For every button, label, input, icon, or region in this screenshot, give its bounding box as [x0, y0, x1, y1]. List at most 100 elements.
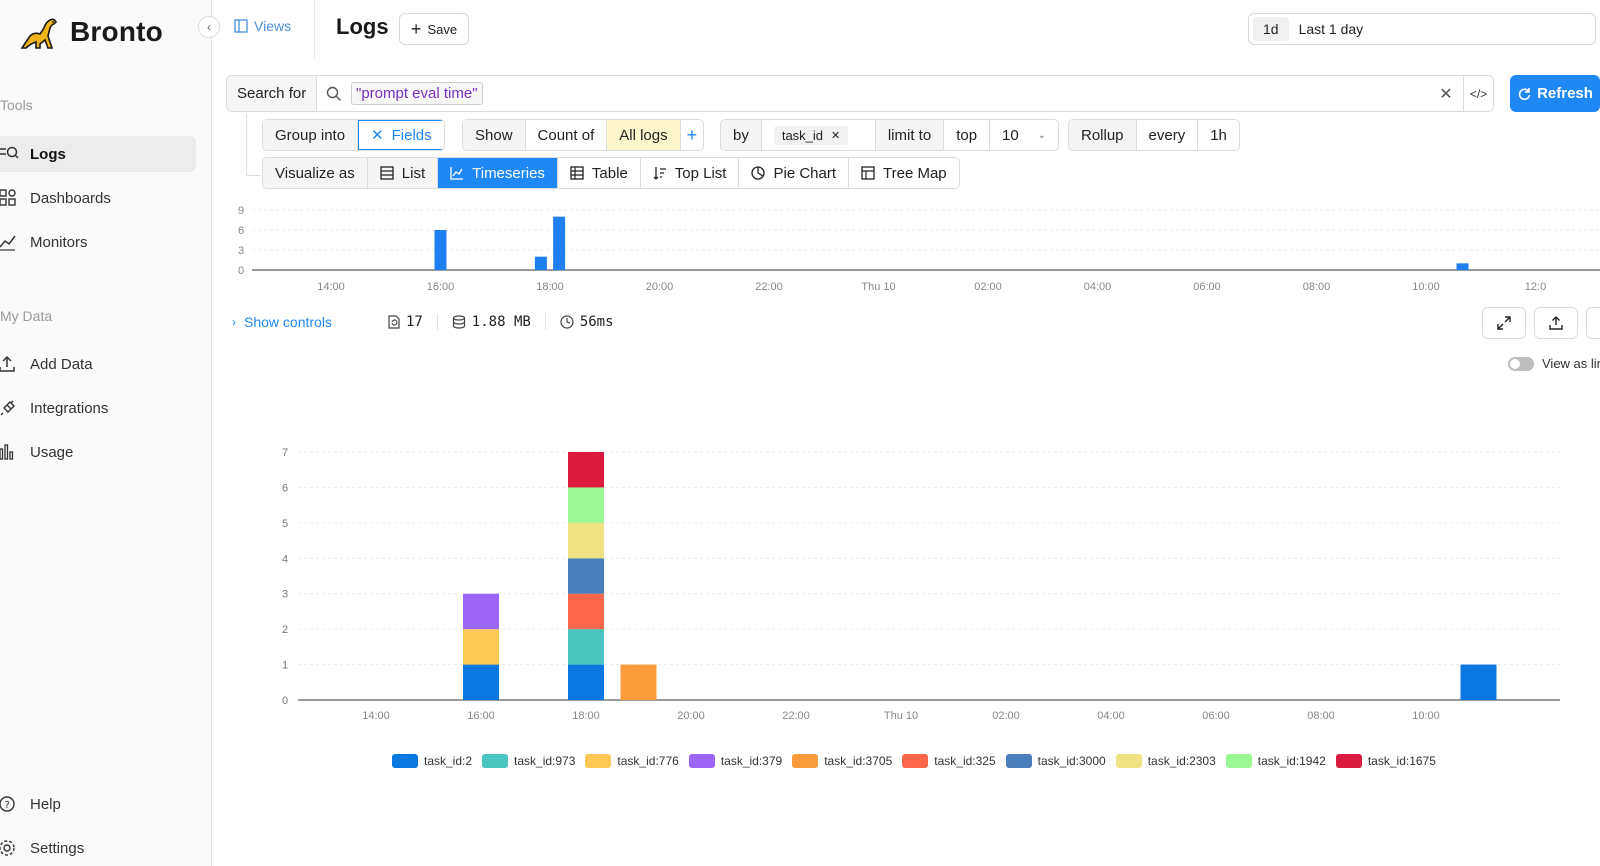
search-input[interactable]: "prompt eval time" [351, 82, 1429, 105]
search-bar: Search for "prompt eval time" ✕ </> [226, 75, 1494, 112]
show-controls-link[interactable]: › Show controls [232, 314, 372, 330]
legend-label: task_id:1675 [1367, 754, 1436, 768]
more-button[interactable] [1586, 307, 1600, 339]
overview-bar[interactable] [434, 230, 447, 270]
legend-item[interactable]: task_id:2303 [1115, 754, 1216, 768]
refresh-icon [1518, 87, 1531, 100]
logo[interactable]: Bronto [20, 14, 163, 50]
main-bar-segment[interactable] [568, 558, 604, 594]
views-label: Views [254, 18, 292, 34]
viz-table-button[interactable]: Table [558, 158, 641, 188]
sidebar-item-monitors[interactable]: Monitors [0, 224, 196, 260]
legend-item[interactable]: task_id:776 [585, 754, 679, 768]
legend-label: task_id:973 [514, 754, 576, 768]
all-logs-select[interactable]: All logs [607, 120, 681, 150]
visualize-as-label: Visualize as [263, 158, 368, 188]
main-y-tick: 7 [282, 447, 288, 459]
fields-label: Fields [391, 126, 432, 144]
visualize-as-control: Visualize as List Timeseries Table Top L… [262, 157, 960, 189]
rollup-value-input[interactable]: 1h [1210, 126, 1227, 144]
legend-label: task_id:1942 [1257, 754, 1326, 768]
legend-item[interactable]: task_id:2 [392, 754, 472, 768]
sidebar-item-settings[interactable]: Settings [0, 830, 196, 866]
view-as-line-toggle[interactable]: View as lin [1508, 356, 1600, 371]
sidebar-item-label: Logs [30, 145, 66, 163]
sidebar-item-integrations[interactable]: Integrations [0, 390, 196, 426]
limit-value-select[interactable]: 10 ⌄ [990, 120, 1058, 150]
legend-label: task_id:776 [617, 754, 679, 768]
overview-bar[interactable] [534, 256, 547, 270]
main-x-tick: 22:00 [782, 710, 810, 720]
legend-item[interactable]: task_id:379 [688, 754, 782, 768]
rollup-label: Rollup [1069, 120, 1137, 150]
main-bar-segment[interactable] [568, 522, 604, 559]
overview-chart: 0 3 6 9 14:00 16:00 18:00 20:00 22:00 Thu 10 02:00… [238, 205, 1600, 293]
add-metric-button[interactable]: + [686, 124, 698, 145]
show-control: Show Count of All logs + [462, 119, 705, 151]
sidebar-item-dashboards[interactable]: Dashboards [0, 180, 196, 216]
viz-pie-chart-button[interactable]: Pie Chart [739, 158, 850, 188]
legend-item[interactable]: task_id:3000 [1005, 754, 1106, 768]
main-bar-segment[interactable] [620, 664, 657, 700]
settings-icon [0, 839, 30, 857]
sidebar-item-add-data[interactable]: Add Data [0, 346, 196, 382]
clear-search-button[interactable]: ✕ [1429, 84, 1463, 104]
legend-item[interactable]: task_id:3705 [792, 754, 892, 768]
legend-item[interactable]: task_id:325 [902, 754, 996, 768]
stats-row: › Show controls 17 1.88 MB 56ms [232, 314, 628, 330]
viz-timeseries-button[interactable]: Timeseries [438, 158, 558, 188]
main-y-tick: 3 [282, 589, 288, 601]
limit-value: 10 [1002, 126, 1019, 144]
code-view-button[interactable]: </> [1463, 76, 1493, 111]
viz-tree-map-button[interactable]: Tree Map [849, 158, 959, 188]
overview-x-tick: 16:00 [427, 281, 455, 293]
refresh-button[interactable]: Refresh [1510, 75, 1600, 112]
time-range-picker[interactable]: 1d Last 1 day [1248, 13, 1596, 45]
expand-button[interactable] [1482, 307, 1526, 339]
limit-to-label: limit to [875, 120, 945, 150]
fields-button[interactable]: ✕ Fields [358, 120, 444, 150]
main-bar-segment[interactable] [568, 593, 604, 630]
views-link[interactable]: Views [234, 18, 291, 34]
table-icon [570, 166, 584, 180]
close-icon: ✕ [1439, 85, 1453, 103]
main-bar-segment[interactable] [463, 664, 499, 700]
main-bar-segment[interactable] [463, 593, 499, 630]
overview-bar[interactable] [553, 216, 566, 270]
sidebar-item-usage[interactable]: Usage [0, 434, 196, 470]
main-bar-segment[interactable] [463, 629, 499, 665]
export-button[interactable] [1534, 307, 1578, 339]
sidebar-item-label: Add Data [30, 355, 93, 373]
legend-item[interactable]: task_id:1675 [1335, 754, 1436, 768]
collapse-sidebar-button[interactable]: ‹ [198, 16, 220, 38]
header-divider [314, 0, 315, 58]
main-bar-segment[interactable] [1460, 664, 1497, 700]
task-id-chip[interactable]: task_id ✕ [773, 125, 849, 145]
legend-item[interactable]: task_id:1942 [1225, 754, 1326, 768]
remove-chip-icon[interactable]: ✕ [831, 129, 841, 142]
overview-bar[interactable] [1456, 263, 1469, 270]
main-bar-segment[interactable] [568, 629, 604, 665]
viz-top-list-button[interactable]: Top List [641, 158, 740, 188]
save-button[interactable]: + Save [399, 13, 469, 45]
pie-chart-icon [751, 166, 766, 180]
refresh-label: Refresh [1537, 85, 1593, 102]
chip-label: task_id [781, 127, 824, 143]
top-select[interactable]: top [944, 120, 991, 150]
usage-icon [0, 443, 30, 461]
sidebar-item-logs[interactable]: Logs [0, 136, 196, 172]
main-y-tick: 5 [282, 518, 288, 530]
sidebar-item-label: Monitors [30, 233, 88, 251]
sidebar-item-help[interactable]: ? Help [0, 786, 196, 822]
by-field-input[interactable]: task_id ✕ [762, 120, 876, 150]
svg-text:?: ? [5, 800, 10, 811]
count-of-select[interactable]: Count of [526, 120, 608, 150]
main-bar-segment[interactable] [568, 452, 604, 488]
toggle-switch[interactable] [1508, 356, 1534, 371]
integrations-icon [0, 399, 30, 417]
main-bar-segment[interactable] [568, 487, 604, 523]
main-bar-segment[interactable] [568, 664, 604, 700]
viz-list-button[interactable]: List [367, 158, 439, 188]
main-y-tick: 1 [282, 660, 288, 672]
legend-item[interactable]: task_id:973 [482, 754, 575, 768]
